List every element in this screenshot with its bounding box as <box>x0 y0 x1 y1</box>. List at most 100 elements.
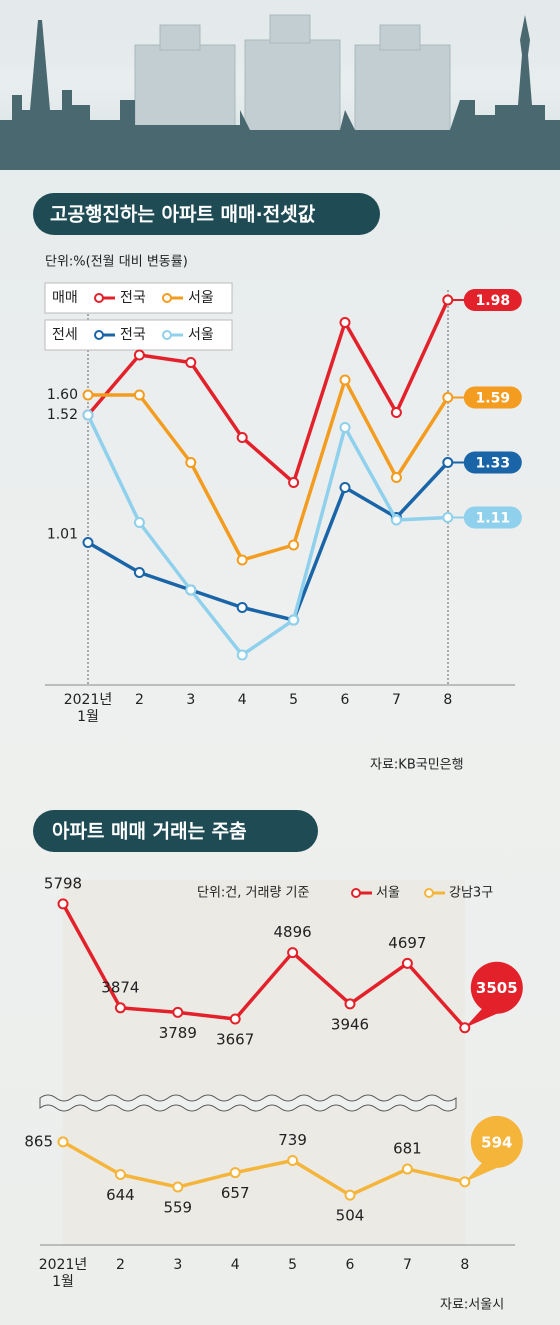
data-point <box>229 1013 241 1025</box>
data-point <box>442 294 454 306</box>
data-point <box>229 1167 241 1179</box>
legend-label: 전국 <box>120 327 146 343</box>
series-line <box>61 903 467 1029</box>
legend-marker <box>94 293 104 303</box>
data-point <box>288 477 300 488</box>
value-label: 559 <box>163 1199 192 1217</box>
series-line <box>86 299 450 485</box>
data-point <box>287 947 299 959</box>
value-label: 3505 <box>476 979 518 997</box>
value-label: 594 <box>481 1133 512 1151</box>
data-point <box>390 472 402 483</box>
data-point <box>82 389 94 401</box>
data-point <box>288 539 300 551</box>
data-point <box>459 1176 471 1188</box>
data-point <box>82 409 94 421</box>
data-point <box>133 349 145 361</box>
x-tick-label: 5 <box>288 1257 297 1273</box>
value-label: 3874 <box>101 978 139 996</box>
x-tick-label: 8 <box>460 1257 469 1273</box>
series-line <box>62 1140 466 1197</box>
data-point <box>185 457 197 468</box>
skyline <box>0 14 560 170</box>
value-label: 3667 <box>216 1030 254 1048</box>
data-point <box>339 374 351 386</box>
x-tick-label: 4 <box>231 1257 240 1273</box>
series-line <box>87 461 450 622</box>
data-point <box>236 432 248 443</box>
value-label: 1.33 <box>476 456 511 472</box>
data-point <box>344 1189 356 1201</box>
value-bubble <box>470 1115 523 1168</box>
data-point <box>82 537 94 548</box>
legend-label: 서울 <box>188 290 214 306</box>
x-tick-label: 2021년 1월 <box>64 692 113 725</box>
legend-label: 전국 <box>120 290 146 306</box>
value-label: 5798 <box>44 874 82 892</box>
value-label: 3789 <box>159 1024 197 1042</box>
x-tick-label: 3 <box>173 1257 182 1273</box>
data-point <box>339 482 351 493</box>
legend-group: 매매 <box>52 290 78 306</box>
data-point <box>57 898 69 910</box>
legend-marker <box>162 293 172 303</box>
x-tick-label: 2021년 1월 <box>39 1257 88 1290</box>
x-tick-label: 6 <box>341 692 350 708</box>
data-point <box>442 392 454 403</box>
legend-group: 전세 <box>52 327 78 343</box>
value-pill <box>463 506 522 529</box>
series-line <box>86 414 448 657</box>
x-tick-label: 2 <box>116 1257 125 1273</box>
legend-marker <box>351 888 361 898</box>
value-label: 644 <box>106 1186 135 1204</box>
data-point <box>344 998 356 1010</box>
x-tick-label: 2 <box>135 692 144 708</box>
value-label: 1.52 <box>47 407 78 423</box>
value-label: 1.60 <box>47 387 78 403</box>
data-point <box>236 602 248 613</box>
value-label: 4896 <box>274 923 312 941</box>
data-point <box>133 517 145 528</box>
data-point <box>185 584 197 596</box>
legend-label: 강남3구 <box>449 886 493 901</box>
plot-area <box>63 880 465 1245</box>
value-label: 739 <box>278 1131 307 1149</box>
chart-title: 고공행진하는 아파트 매매·전셋값 <box>50 204 316 226</box>
data-point <box>133 389 145 401</box>
data-point <box>172 1006 184 1018</box>
legend-box <box>44 282 233 314</box>
data-point <box>401 957 413 969</box>
x-tick-label: 7 <box>403 1257 412 1273</box>
x-tick-label: 6 <box>346 1257 355 1273</box>
data-point <box>172 1181 184 1193</box>
data-point <box>287 1154 299 1166</box>
x-tick-label: 5 <box>289 692 298 708</box>
legend-label: 서울 <box>376 886 400 901</box>
data-point <box>459 1022 471 1034</box>
value-label: 504 <box>336 1207 365 1225</box>
data-point <box>288 614 300 626</box>
value-label: 865 <box>24 1132 53 1150</box>
value-pill <box>463 386 522 409</box>
value-label: 1.98 <box>476 293 511 309</box>
value-label: 1.59 <box>476 391 511 407</box>
value-label: 4697 <box>388 934 426 952</box>
chart-subtitle: 단위:%(전월 대비 변동률) <box>45 255 188 270</box>
data-point <box>133 567 145 578</box>
value-pill <box>463 451 522 474</box>
data-point <box>236 649 248 661</box>
x-tick-label: 8 <box>443 692 452 708</box>
chart-title: 아파트 매매 거래는 주춤 <box>52 821 247 843</box>
data-point <box>114 1169 126 1181</box>
data-point <box>390 514 402 526</box>
legend-marker <box>424 888 434 898</box>
series-line <box>88 378 450 562</box>
data-point <box>57 1136 69 1148</box>
source: 자료:KB국민은행 <box>370 757 464 773</box>
title-pill <box>33 810 318 852</box>
x-tick-label: 4 <box>238 692 247 708</box>
data-point <box>185 357 197 368</box>
data-point <box>339 422 351 433</box>
data-point <box>236 554 248 566</box>
chart-subtitle: 단위:건, 거래량 기준 <box>197 886 309 901</box>
